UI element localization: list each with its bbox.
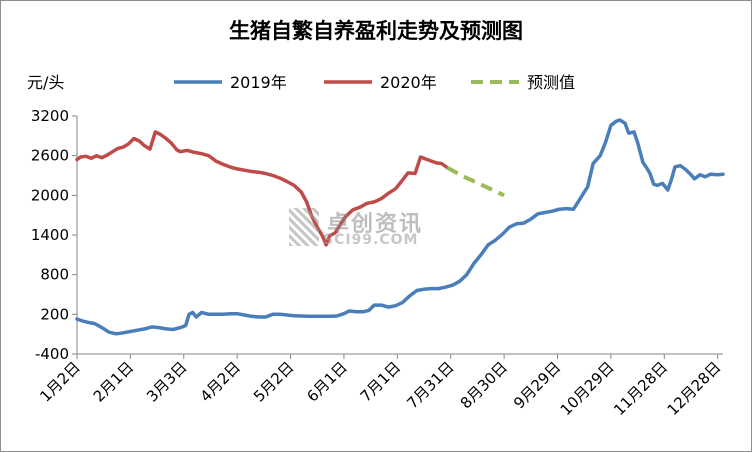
x-tick-label: 9月29日 — [510, 358, 564, 412]
x-tick-label: 3月3日 — [143, 358, 190, 405]
watermark: 卓创资讯 SCI99.COM — [289, 206, 469, 254]
y-tick-label: 1400 — [31, 226, 69, 244]
y-tick-label: 200 — [40, 305, 69, 323]
y-tick-label: 3200 — [31, 107, 69, 125]
x-tick-label: 6月1日 — [303, 358, 350, 405]
y-tick-label: 800 — [40, 266, 69, 284]
y-tick-label: 2000 — [31, 186, 69, 204]
series-line-1 — [75, 130, 449, 247]
watermark-logo-icon — [289, 208, 319, 246]
y-axis-unit: 元/头 — [27, 73, 65, 92]
x-tick-label: 7月1日 — [357, 358, 404, 405]
y-tick-label: -400 — [35, 345, 69, 363]
x-tick-label: 5月2日 — [250, 358, 297, 405]
x-tick-label: 4月2日 — [197, 358, 244, 405]
x-tick-label: 11月28日 — [610, 358, 671, 419]
x-tick-label: 7月31日 — [403, 358, 457, 412]
x-tick-label: 10月29日 — [557, 358, 618, 419]
x-tick-label: 2月1日 — [90, 358, 137, 405]
x-tick-label: 12月28日 — [664, 358, 725, 419]
y-tick-label: 2600 — [31, 147, 69, 165]
legend-label-2: 预测值 — [527, 73, 575, 92]
series-line-2 — [446, 165, 505, 198]
x-tick-label: 8月30日 — [457, 358, 511, 412]
chart-title: 生猪自繁自养盈利走势及预测图 — [229, 19, 523, 43]
x-tick-label: 1月2日 — [36, 358, 83, 405]
watermark-text: 卓创资讯 — [327, 212, 424, 237]
legend-label-1: 2020年 — [380, 73, 437, 92]
legend-label-0: 2019年 — [230, 73, 287, 92]
series-line-0 — [75, 118, 725, 336]
watermark-url: SCI99.COM — [323, 232, 419, 248]
